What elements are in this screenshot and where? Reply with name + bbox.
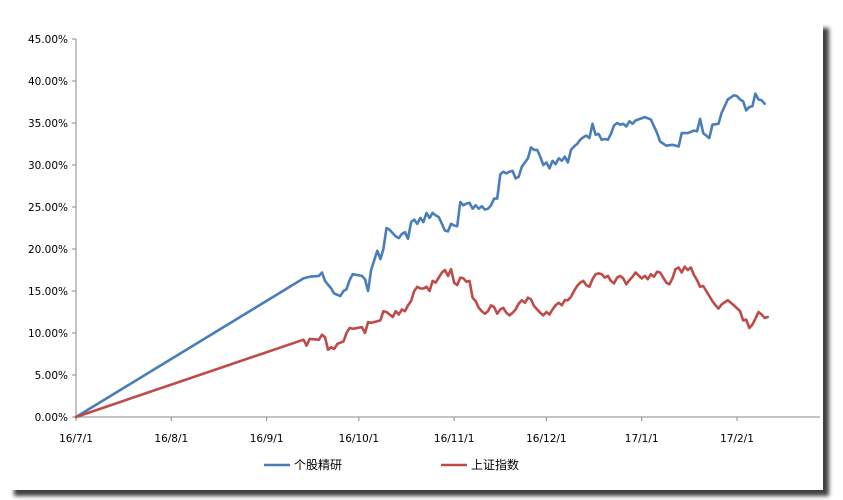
x-tick-label: 16/11/1 (434, 433, 474, 445)
series-lines (74, 92, 769, 419)
x-tick-label: 16/9/1 (250, 433, 284, 445)
y-tick-label: 5.00% (35, 370, 68, 382)
y-tick-label: 40.00% (28, 76, 68, 88)
x-tick-label: 16/12/1 (526, 433, 566, 445)
y-tick-label: 25.00% (28, 202, 68, 214)
y-tick-label: 15.00% (28, 286, 68, 298)
y-tick-label: 0.00% (35, 412, 68, 424)
y-tick-label: 45.00% (28, 34, 68, 46)
x-tick-label: 16/10/1 (339, 433, 379, 445)
x-tick-labels: 16/7/1 16/8/1 16/9/1 16/10/1 16/11/1 16/12/1 1… (59, 433, 754, 445)
y-tick-label: 35.00% (28, 118, 68, 130)
legend-label-2: 上证指数 (471, 457, 519, 472)
legend-label-1: 个股精研 (294, 458, 342, 472)
y-tick-label: 20.00% (28, 244, 68, 256)
y-tick-label: 10.00% (28, 328, 68, 340)
line-chart: 0.00% 5.00% 10.00% 15.00% 20.00% 25.00% 30.00%… (28, 34, 820, 472)
x-tick-label: 17/1/1 (625, 433, 659, 445)
x-tick-label: 16/7/1 (59, 433, 93, 445)
series-line-2 (74, 265, 769, 419)
y-tick-label: 30.00% (28, 160, 68, 172)
chart-frame: 0.00% 5.00% 10.00% 15.00% 20.00% 25.00% 30.00%… (8, 22, 823, 490)
axes (72, 38, 820, 421)
x-tick-label: 17/2/1 (720, 433, 754, 445)
series-line-1 (74, 92, 766, 419)
legend: 个股精研 上证指数 (264, 457, 519, 472)
x-tick-label: 16/8/1 (154, 433, 188, 445)
y-tick-labels: 0.00% 5.00% 10.00% 15.00% 20.00% 25.00% 30.00%… (28, 34, 68, 424)
